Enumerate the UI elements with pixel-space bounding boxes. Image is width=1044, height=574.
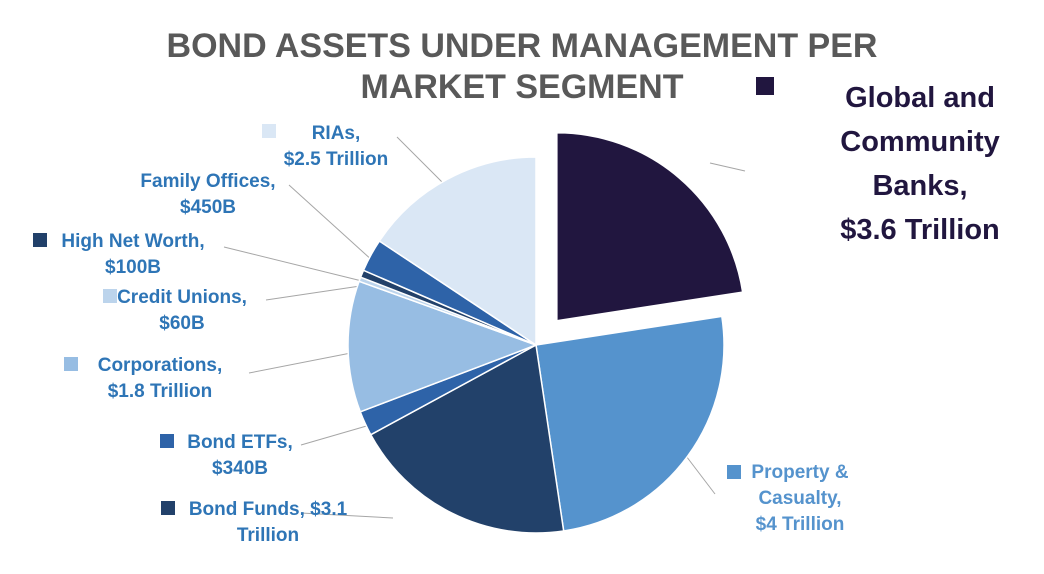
leader-line [223,246,371,284]
legend-key-square [727,465,741,479]
slice-label: Bond ETFs, $340B [187,432,293,479]
slice-labels: Global and Community Banks, $3.6 Trillion Pr… [33,77,1000,546]
leader-line [248,351,357,374]
slice-label: Property & Casualty, $4 Trillion [751,462,848,535]
leader-line [288,184,375,263]
slice-label: High Net Worth, $100B [61,231,204,278]
legend-key-square [64,357,78,371]
chart-title-line-2: MARKET SEGMENT [361,68,684,106]
leader-line [265,284,368,301]
slice-label: Global and Community Banks, $3.6 Trillion [840,82,1000,246]
slice-label: RIAs, $2.5 Trillion [284,123,389,170]
leader-line [300,424,371,446]
legend-key-square [756,77,774,95]
leader-line [709,162,746,172]
slice-label: Family Offices, $450B [140,171,275,218]
legend-key-square [33,233,47,247]
slice-label: Bond Funds, $3.1 Trillion [189,499,348,546]
pie-slice-bond-funds [369,343,565,534]
pie-slice-rias [378,156,537,347]
slice-label: Credit Unions, $60B [117,287,247,334]
pie-slice-property-casualty [535,315,725,532]
pie-slices [347,131,744,534]
leader-line [396,136,448,188]
leader-line [300,512,394,519]
legend-key-square [161,501,175,515]
pie-slice-global-and-community-banks [556,131,744,322]
legend-key-square [160,434,174,448]
chart-title-line-1: BOND ASSETS UNDER MANAGEMENT PER [167,27,878,65]
leader-lines [223,136,746,519]
slice-label: Corporations, $1.8 Trillion [98,355,223,402]
pie-slice-corporations [347,280,539,413]
legend-key-square [103,289,117,303]
legend-key-square [262,124,276,138]
